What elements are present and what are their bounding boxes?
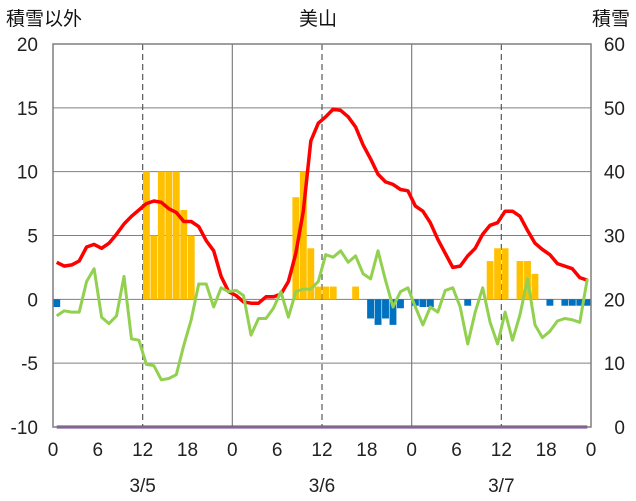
bar-1-49 xyxy=(419,299,427,307)
series-line-3 xyxy=(55,249,589,382)
x-tick-label: 0 xyxy=(227,440,238,461)
bar-0-17 xyxy=(180,209,188,300)
bar-0-33 xyxy=(299,171,307,300)
bar-0-60 xyxy=(501,248,509,300)
bar-0-13 xyxy=(150,235,158,300)
right-tick-label: 0 xyxy=(614,418,625,439)
x-tick-label: 6 xyxy=(451,440,462,461)
bar-1-71 xyxy=(583,299,591,306)
bar-1-46 xyxy=(397,299,404,309)
x-tick-label: 0 xyxy=(406,440,417,461)
bar-0-16 xyxy=(172,171,180,300)
bar-1-45 xyxy=(389,299,397,325)
date-label: 3/7 xyxy=(488,476,514,497)
bar-series xyxy=(53,171,591,325)
plot-frame xyxy=(52,43,592,428)
left-tick-label: 10 xyxy=(17,163,38,184)
x-tick-label: 18 xyxy=(177,440,198,461)
x-tick-label: 0 xyxy=(48,440,59,461)
bar-1-70 xyxy=(576,299,584,306)
left-y-ticks: 20 15 10 5 0 -5 -10 xyxy=(11,35,38,439)
bar-1-42 xyxy=(367,299,375,319)
left-axis-label: 積雪以外 xyxy=(6,8,82,30)
x-tick-label: 18 xyxy=(536,440,557,461)
series-line-2 xyxy=(55,107,588,305)
right-tick-label: 10 xyxy=(604,354,625,375)
gridlines xyxy=(53,44,591,427)
left-tick-label: 15 xyxy=(17,99,38,120)
bar-0-15 xyxy=(165,171,173,300)
bar-1-50 xyxy=(426,299,434,307)
right-tick-label: 50 xyxy=(604,99,625,120)
right-tick-label: 20 xyxy=(604,290,625,311)
left-tick-label: 0 xyxy=(27,290,38,311)
left-tick-label: 20 xyxy=(17,35,38,56)
x-tick-label: 12 xyxy=(311,440,332,461)
bar-0-64 xyxy=(531,273,539,300)
bar-0-18 xyxy=(187,235,195,300)
bar-1-68 xyxy=(561,299,569,306)
x-tick-label: 12 xyxy=(491,440,512,461)
bar-1-55 xyxy=(464,299,472,306)
right-axis-label: 積雪 xyxy=(592,8,630,30)
bar-0-58 xyxy=(486,261,494,300)
x-tick-label: 12 xyxy=(132,440,153,461)
right-tick-label: 40 xyxy=(604,163,625,184)
bar-1-66 xyxy=(546,299,554,306)
right-tick-label: 30 xyxy=(604,227,625,248)
chart-title: 美山 xyxy=(299,8,337,30)
bar-1-48 xyxy=(411,299,419,306)
date-label: 3/5 xyxy=(129,476,155,497)
bar-1-0 xyxy=(53,299,61,307)
bar-0-37 xyxy=(329,286,337,300)
bar-1-43 xyxy=(374,299,382,325)
x-tick-label: 6 xyxy=(93,440,104,461)
x-tick-label: 0 xyxy=(586,440,597,461)
bar-0-34 xyxy=(307,248,315,300)
bar-0-14 xyxy=(157,171,165,300)
left-tick-label: -5 xyxy=(21,354,38,375)
date-label: 3/6 xyxy=(309,476,335,497)
bar-1-69 xyxy=(568,299,576,306)
bar-0-36 xyxy=(322,286,330,300)
bar-0-12 xyxy=(142,171,150,300)
bar-0-35 xyxy=(314,286,322,300)
left-tick-label: 5 xyxy=(27,227,38,248)
right-y-ticks: 60 50 40 30 20 10 0 xyxy=(604,35,625,439)
x-tick-label: 18 xyxy=(356,440,377,461)
bar-0-62 xyxy=(516,261,524,300)
bar-0-40 xyxy=(352,286,360,300)
bar-0-59 xyxy=(494,248,502,300)
right-tick-label: 60 xyxy=(604,35,625,56)
x-ticks: 0 6 12 18 0 6 12 18 0 6 12 18 0 xyxy=(48,440,597,461)
left-tick-label: -10 xyxy=(11,418,38,439)
date-labels: 3/5 3/6 3/7 xyxy=(129,476,514,497)
bar-1-44 xyxy=(382,299,389,319)
x-tick-label: 6 xyxy=(272,440,283,461)
